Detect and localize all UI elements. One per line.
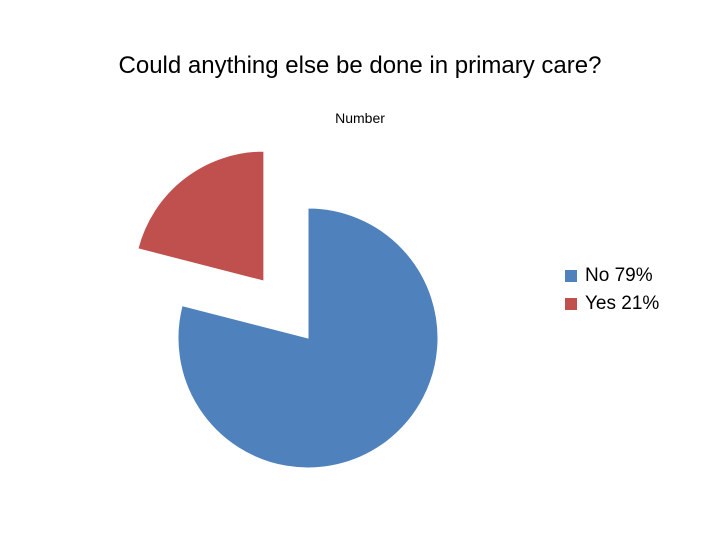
legend-label-yes: Yes 21%: [585, 293, 660, 314]
legend-item-no: No 79%: [565, 262, 659, 290]
legend: No 79% Yes 21%: [565, 262, 659, 318]
legend-swatch-no: [565, 270, 577, 282]
chart-title: Could anything else be done in primary c…: [118, 52, 602, 79]
chart-subtitle: Number: [335, 110, 385, 126]
legend-item-yes: Yes 21%: [565, 290, 659, 318]
pie-slice-no: [177, 207, 439, 469]
legend-label-no: No 79%: [585, 265, 653, 286]
legend-swatch-yes: [565, 298, 577, 310]
pie-slice-yes: [137, 150, 265, 282]
